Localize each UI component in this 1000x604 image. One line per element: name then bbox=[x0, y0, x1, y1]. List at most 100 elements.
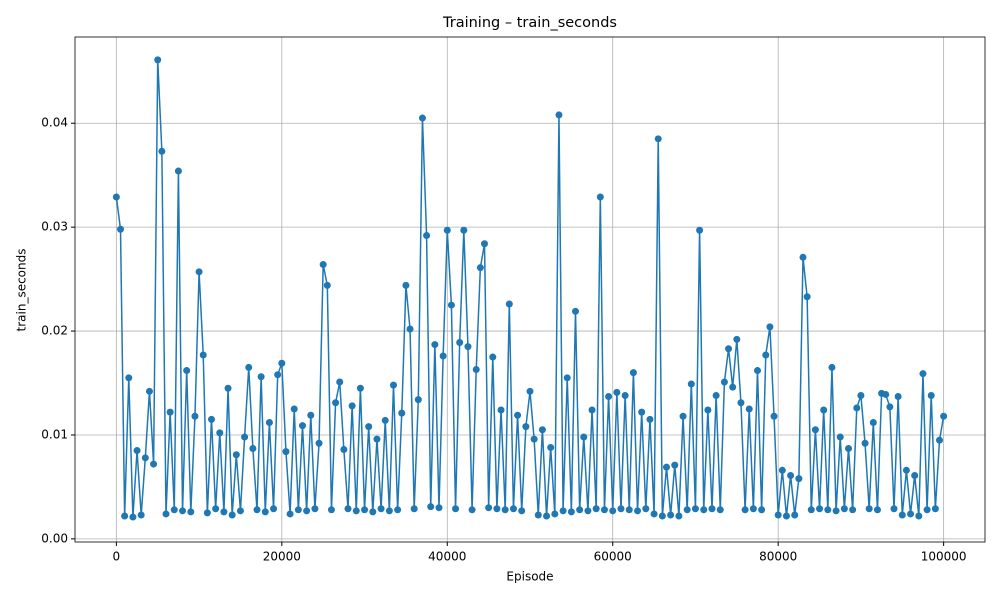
data-point bbox=[915, 512, 923, 520]
data-point bbox=[534, 511, 542, 519]
data-point bbox=[208, 415, 215, 423]
data-point bbox=[605, 393, 613, 401]
data-point bbox=[150, 460, 158, 468]
x-tick-label: 0 bbox=[113, 550, 121, 564]
data-point bbox=[791, 511, 799, 519]
data-point bbox=[658, 512, 666, 520]
data-point bbox=[377, 505, 385, 513]
data-point bbox=[911, 471, 919, 479]
data-point bbox=[133, 447, 141, 455]
data-point bbox=[613, 388, 621, 396]
data-point bbox=[572, 307, 579, 315]
data-point bbox=[443, 226, 451, 234]
data-point bbox=[778, 466, 786, 474]
data-point bbox=[332, 399, 340, 407]
data-point bbox=[865, 505, 873, 513]
y-tick-label: 0.04 bbox=[41, 116, 68, 130]
data-point bbox=[497, 406, 505, 414]
data-point bbox=[712, 391, 720, 399]
data-point bbox=[845, 444, 852, 452]
data-point bbox=[588, 406, 596, 414]
data-point bbox=[782, 512, 790, 520]
data-point bbox=[137, 511, 145, 519]
data-point bbox=[290, 405, 298, 413]
data-point bbox=[418, 114, 426, 122]
data-point bbox=[741, 506, 749, 514]
data-point bbox=[121, 512, 129, 520]
data-point bbox=[390, 381, 397, 389]
data-point bbox=[191, 412, 199, 420]
data-point bbox=[824, 506, 832, 514]
data-point bbox=[725, 345, 733, 353]
data-point bbox=[716, 506, 724, 514]
data-point bbox=[493, 505, 501, 513]
data-point bbox=[323, 281, 331, 289]
data-point bbox=[125, 374, 133, 382]
data-point bbox=[203, 509, 211, 517]
x-tick-label: 40000 bbox=[428, 550, 466, 564]
data-point bbox=[902, 466, 910, 474]
data-point bbox=[691, 505, 699, 513]
data-point bbox=[439, 352, 447, 360]
data-point bbox=[629, 369, 637, 377]
data-point bbox=[423, 231, 431, 239]
data-point bbox=[460, 226, 468, 234]
data-point bbox=[472, 366, 480, 374]
data-point bbox=[232, 451, 240, 459]
data-point bbox=[162, 510, 170, 518]
y-tick-label: 0.01 bbox=[41, 427, 68, 441]
data-point bbox=[414, 396, 422, 404]
x-tick-label: 100000 bbox=[921, 550, 967, 564]
data-point bbox=[303, 507, 311, 515]
data-point bbox=[799, 253, 807, 261]
x-axis-label: Episode bbox=[506, 570, 553, 584]
data-point bbox=[518, 507, 526, 515]
data-point bbox=[435, 504, 443, 512]
y-tick-label: 0.03 bbox=[41, 220, 68, 234]
data-point bbox=[369, 508, 377, 516]
data-point bbox=[112, 193, 120, 201]
data-point bbox=[576, 506, 584, 514]
data-point bbox=[522, 423, 530, 431]
data-point bbox=[667, 511, 675, 519]
data-point bbox=[592, 505, 600, 513]
data-point bbox=[634, 507, 642, 515]
data-point bbox=[249, 444, 257, 452]
data-point bbox=[853, 404, 861, 412]
data-point bbox=[555, 111, 563, 119]
data-point bbox=[274, 371, 282, 379]
data-point bbox=[811, 426, 819, 434]
data-point bbox=[807, 506, 815, 514]
plot-area bbox=[112, 56, 948, 521]
data-point bbox=[315, 439, 323, 447]
data-point bbox=[762, 351, 770, 359]
data-point bbox=[663, 463, 670, 471]
data-point bbox=[410, 505, 418, 513]
data-point bbox=[356, 384, 364, 392]
data-point bbox=[154, 56, 162, 64]
data-point bbox=[319, 261, 327, 269]
data-point bbox=[621, 391, 629, 399]
data-point bbox=[447, 301, 455, 309]
data-point bbox=[836, 433, 844, 441]
data-point bbox=[199, 351, 207, 359]
data-point bbox=[336, 378, 344, 386]
data-point bbox=[820, 406, 828, 414]
data-point bbox=[617, 505, 625, 513]
data-point bbox=[481, 240, 488, 248]
data-point bbox=[940, 412, 948, 420]
data-point bbox=[551, 510, 559, 518]
data-point bbox=[700, 506, 708, 514]
data-point bbox=[402, 281, 410, 289]
data-point bbox=[526, 387, 534, 395]
data-point bbox=[927, 391, 935, 399]
data-point bbox=[745, 405, 753, 413]
data-point bbox=[141, 454, 149, 462]
data-point bbox=[228, 511, 236, 519]
data-point bbox=[907, 510, 915, 518]
data-point bbox=[886, 403, 894, 411]
data-point bbox=[398, 409, 406, 417]
data-point bbox=[559, 507, 567, 515]
data-point bbox=[476, 264, 484, 272]
chart-title: Training – train_seconds bbox=[442, 15, 617, 31]
